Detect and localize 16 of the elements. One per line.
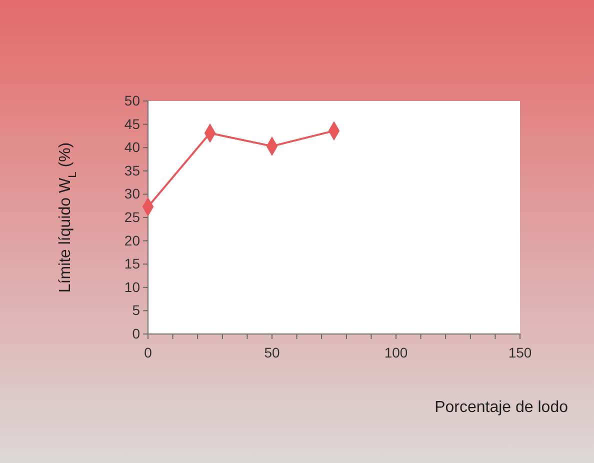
y-tick-label: 40	[124, 139, 140, 156]
x-tick-label: 150	[508, 344, 532, 360]
y-tick-label: 25	[124, 208, 140, 225]
y-tick-label: 5	[132, 302, 140, 318]
y-tick-label: 35	[124, 162, 140, 178]
y-tick-label: 10	[124, 278, 140, 295]
x-tick-label: 0	[144, 344, 152, 360]
x-axis-title: Porcentaje de lodo	[434, 399, 568, 416]
y-tick-label: 30	[124, 186, 140, 202]
x-tick-label: 50	[264, 344, 280, 360]
y-tick-label: 0	[132, 325, 140, 342]
y-tick-label: 50	[124, 92, 140, 108]
y-tick-label: 45	[124, 116, 140, 132]
y-tick-label: 20	[124, 232, 140, 248]
y-tick-label: 15	[124, 256, 140, 272]
x-tick-label: 100	[384, 344, 408, 360]
